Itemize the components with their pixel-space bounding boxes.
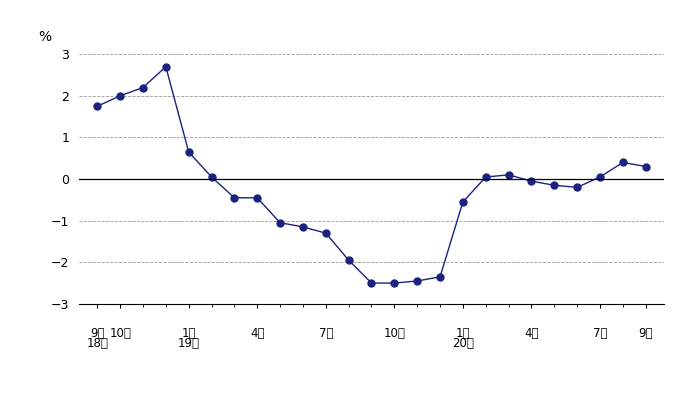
Text: 20年: 20年: [452, 337, 474, 350]
Text: 19年: 19年: [178, 337, 200, 350]
Text: 18年: 18年: [86, 337, 108, 350]
Text: %: %: [38, 30, 51, 44]
